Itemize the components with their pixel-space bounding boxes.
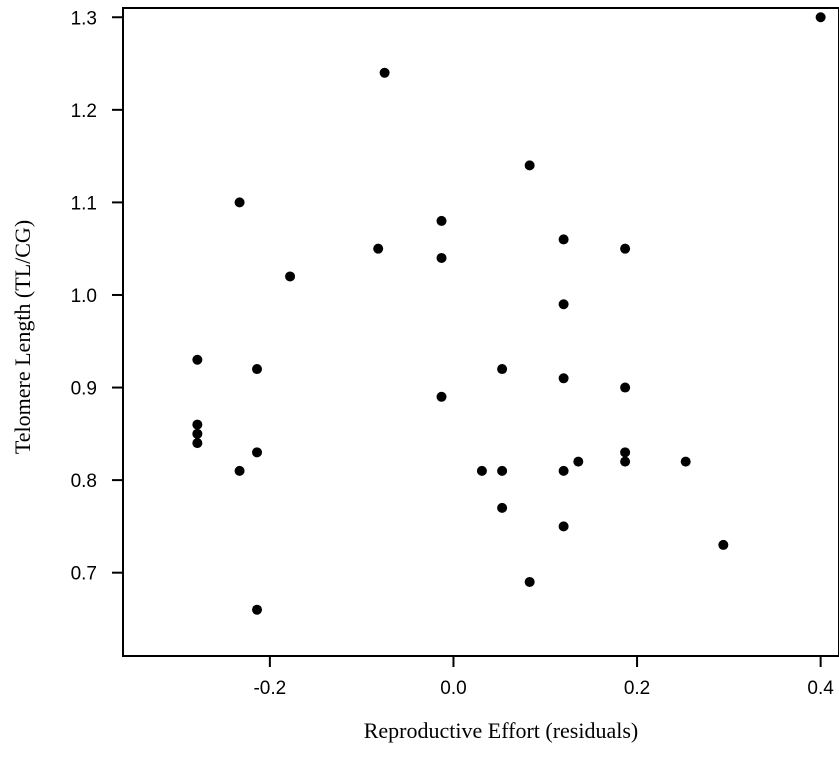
data-point xyxy=(497,364,508,375)
y-tick-label: 1.3 xyxy=(71,8,97,29)
data-point xyxy=(192,438,203,449)
data-point xyxy=(620,382,631,393)
data-point xyxy=(252,364,263,375)
data-point xyxy=(558,299,569,310)
data-point xyxy=(234,197,245,208)
data-point xyxy=(476,465,487,476)
data-point xyxy=(252,447,263,458)
data-point xyxy=(436,391,447,402)
data-point xyxy=(192,354,203,365)
x-tick-label: -0.2 xyxy=(253,678,286,699)
data-point xyxy=(285,271,296,282)
data-point xyxy=(192,428,203,439)
data-point xyxy=(497,465,508,476)
data-points xyxy=(192,12,826,615)
data-point xyxy=(192,419,203,430)
y-tick-label: 1.2 xyxy=(71,101,97,122)
y-tick-label: 1.0 xyxy=(71,286,97,307)
data-point xyxy=(436,215,447,226)
data-point xyxy=(497,502,508,513)
y-axis-title: Telomere Length (TL/CG) xyxy=(10,220,35,454)
data-point xyxy=(558,234,569,245)
data-point xyxy=(573,456,584,467)
data-point xyxy=(558,521,569,532)
data-point xyxy=(620,447,631,458)
data-point xyxy=(524,576,535,587)
data-point xyxy=(558,465,569,476)
y-tick-label: 0.9 xyxy=(71,379,97,400)
data-point xyxy=(620,456,631,467)
y-axis: 0.7 0.8 0.9 1.0 1.1 1.2 1.3 xyxy=(71,8,123,585)
data-point xyxy=(558,373,569,384)
data-point xyxy=(252,604,263,615)
x-tick-label: 0.2 xyxy=(624,678,650,699)
y-tick-label: 0.7 xyxy=(71,564,97,585)
data-point xyxy=(373,243,384,254)
data-point xyxy=(718,539,729,550)
data-point xyxy=(680,456,691,467)
x-tick-label: 0.4 xyxy=(807,678,834,699)
plot-frame xyxy=(122,7,839,657)
data-point xyxy=(524,160,535,171)
data-point xyxy=(234,465,245,476)
y-tick-label: 0.8 xyxy=(71,471,97,492)
data-point xyxy=(620,243,631,254)
x-axis-title: Reproductive Effort (residuals) xyxy=(364,718,639,743)
y-tick-label: 1.1 xyxy=(71,193,97,214)
data-point xyxy=(436,252,447,263)
x-axis: -0.2 0.0 0.2 0.4 xyxy=(253,656,834,699)
x-tick-label: 0.0 xyxy=(440,678,466,699)
data-point xyxy=(815,12,826,23)
data-point xyxy=(379,67,390,78)
